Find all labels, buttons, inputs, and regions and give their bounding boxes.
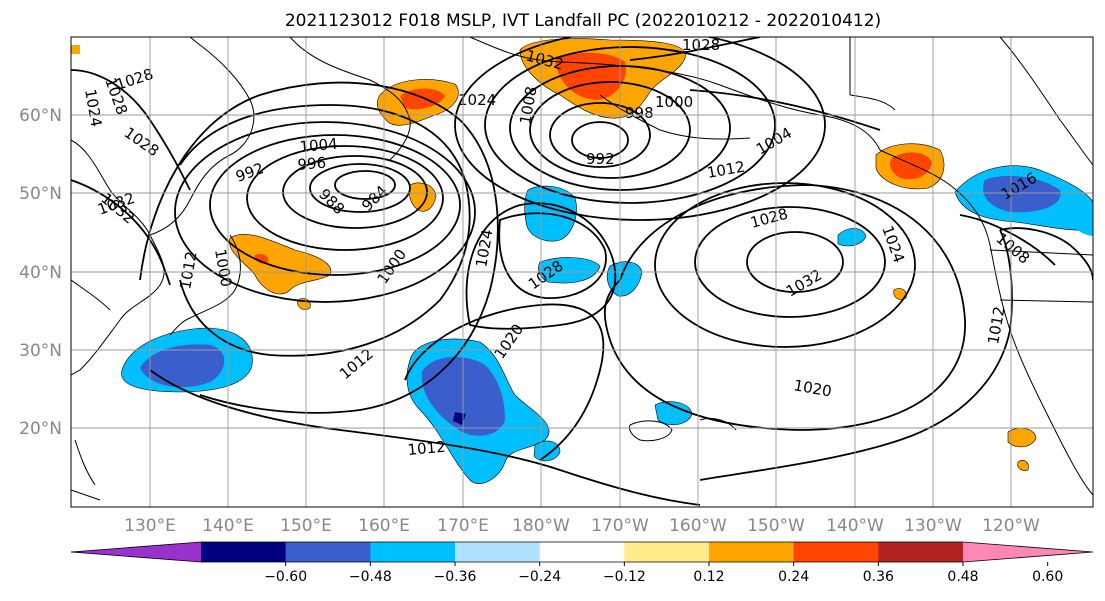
colorbar-extend-high — [963, 542, 1093, 562]
lat-label: 30°N — [19, 341, 62, 361]
colorbar-tick-label: 0.24 — [778, 569, 809, 585]
lat-label: 50°N — [19, 184, 62, 204]
lon-label: 170°E — [437, 516, 489, 536]
isobar-label: 992 — [586, 150, 615, 168]
colorbar-outline — [70, 541, 1094, 563]
isobar-label: 996 — [297, 154, 327, 174]
lon-label: 120°W — [982, 516, 1040, 536]
colorbar-segment — [793, 542, 879, 562]
colorbar-extend-low — [71, 542, 201, 562]
colorbar-tick-label: 0.60 — [1032, 569, 1063, 585]
map-title: 2021123012 F018 MSLP, IVT Landfall PC (2… — [285, 11, 881, 31]
isobars — [71, 37, 1093, 506]
gridlines — [71, 37, 1093, 507]
lon-label: 150°E — [280, 516, 332, 536]
colorbar-tick-label: −0.60 — [264, 569, 307, 585]
colorbar-tick-label: 0.36 — [863, 569, 894, 585]
colorbar-tick-label: −0.48 — [349, 569, 392, 585]
lat-label: 20°N — [19, 419, 62, 439]
lon-label: 140°E — [202, 516, 254, 536]
colorbar-segment — [878, 542, 964, 562]
colorbar-segment — [285, 542, 371, 562]
lon-label: 170°W — [591, 516, 649, 536]
lat-label: 60°N — [19, 106, 62, 126]
isobar-label: 1012 — [407, 438, 447, 459]
isobar-label: 1000 — [655, 93, 693, 111]
lat-label: 40°N — [19, 263, 62, 283]
colorbar-tick-label: −0.36 — [434, 569, 477, 585]
lon-label: 130°E — [124, 516, 176, 536]
colorbar-segment — [624, 542, 710, 562]
colorbar-segment — [709, 542, 795, 562]
colorbar-tick-label: −0.24 — [518, 569, 561, 585]
map-frame — [70, 36, 1094, 508]
colorbar-tick-label: −0.12 — [603, 569, 646, 585]
lon-label: 160°W — [669, 516, 727, 536]
lon-label: 180°W — [512, 516, 570, 536]
isobar-label: 1028 — [682, 36, 720, 54]
lon-label: 130°W — [904, 516, 962, 536]
colorbar-segment — [539, 542, 625, 562]
colorbar-tick-label: 0.12 — [693, 569, 724, 585]
lon-label: 150°W — [747, 516, 805, 536]
isobar-label: 998 — [625, 104, 654, 122]
colorbar-tick-label: 0.48 — [947, 569, 978, 585]
colorbar-segment — [370, 542, 456, 562]
longitude-labels: 130°E 140°E 150°E 160°E 170°E 180°W 170°… — [124, 516, 1040, 536]
latitude-labels: 60°N 50°N 40°N 30°N 20°N — [19, 106, 62, 439]
isobar-label: 1004 — [299, 135, 339, 156]
lon-label: 140°W — [826, 516, 884, 536]
isobar-label: 1024 — [458, 91, 496, 109]
colorbar-segment — [201, 542, 287, 562]
map-panel: 1028 1032 1024 1000 1008 998 992 1012 10… — [70, 36, 1094, 508]
lon-label: 160°E — [358, 516, 410, 536]
colorbar: −0.60 −0.48 −0.36 −0.24 −0.12 0.12 0.24 0.36 0.4… — [70, 541, 1094, 585]
colorbar-segment — [455, 542, 541, 562]
